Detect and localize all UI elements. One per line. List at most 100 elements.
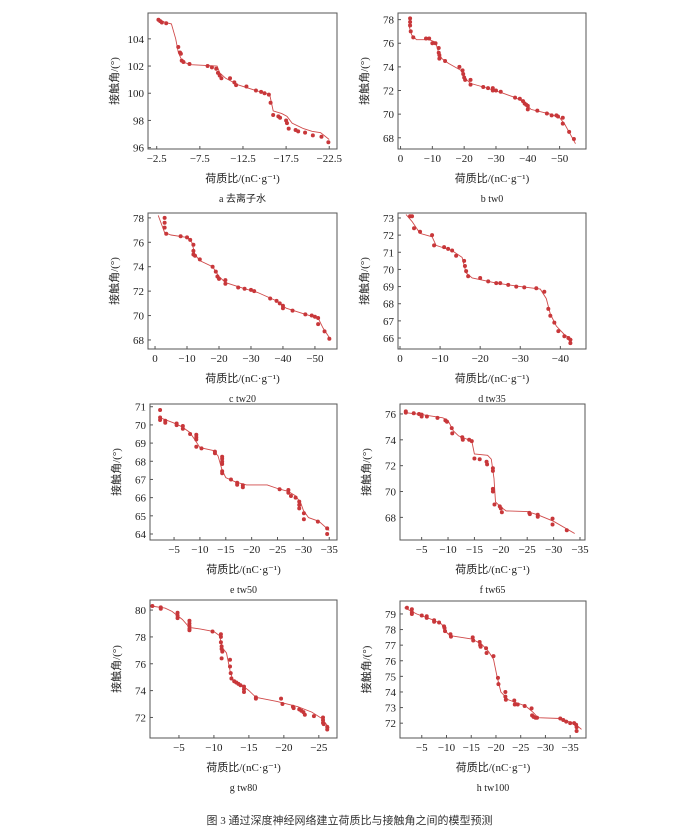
y-tick-label: 102 — [128, 61, 145, 73]
data-point — [457, 64, 462, 69]
data-point — [279, 696, 284, 701]
y-tick-label: 78 — [133, 213, 145, 225]
x-tick-label: −10 — [438, 742, 456, 754]
data-point — [492, 502, 497, 507]
data-point — [312, 314, 317, 319]
chart-panel-e: −5 −10 −15 −20 −25 −30 −35 64 65 66 67 68 69 70 71 荷质比/… — [109, 402, 338, 596]
data-point — [437, 620, 442, 625]
y-tick-label: 72 — [135, 712, 146, 724]
y-tick-label: 74 — [383, 62, 395, 74]
x-tick-label: 0 — [152, 353, 158, 365]
data-point — [544, 111, 549, 116]
y-tick-label: 74 — [133, 262, 145, 274]
data-point — [321, 722, 326, 727]
y-axis-label: 接触角/(°) — [109, 448, 123, 496]
data-point — [220, 649, 225, 654]
data-point — [242, 286, 247, 291]
data-point — [193, 253, 198, 258]
data-point — [548, 313, 553, 318]
data-point — [194, 444, 199, 449]
data-point — [410, 214, 415, 219]
plot-frame — [147, 12, 338, 150]
data-point — [244, 84, 249, 89]
y-tick-label: 76 — [385, 656, 397, 668]
data-point — [478, 644, 483, 649]
data-point — [164, 21, 169, 26]
data-point — [240, 485, 245, 490]
data-point — [241, 689, 246, 694]
x-tick-label: 0 — [398, 153, 404, 165]
x-axis-label: 荷质比/(nC·g⁻¹) — [206, 563, 281, 576]
data-point — [491, 654, 496, 659]
x-tick-label: −10 — [191, 544, 209, 556]
y-tick-label: 77 — [385, 640, 397, 652]
data-point — [228, 657, 233, 662]
chart-panel-c: 0 −10 −20 −30 −40 −50 68 70 72 74 76 78 荷质比/(nC·g⁻¹)… — [107, 212, 338, 405]
y-tick-label: 104 — [128, 34, 145, 46]
data-point — [464, 269, 469, 274]
data-point — [408, 19, 413, 24]
x-tick-label: −30 — [545, 544, 563, 556]
data-point — [466, 274, 471, 279]
x-tick-label: −15 — [463, 742, 481, 754]
data-point — [315, 519, 320, 524]
x-tick-label: −5 — [416, 742, 428, 754]
data-point — [485, 462, 490, 467]
data-point — [503, 694, 508, 699]
y-tick-label: 70 — [135, 420, 147, 432]
data-point — [493, 88, 498, 93]
data-point — [199, 446, 204, 451]
data-point — [484, 646, 489, 651]
data-point — [486, 86, 491, 91]
x-tick-label: −5 — [416, 544, 428, 556]
data-point — [442, 625, 447, 630]
data-point — [162, 225, 167, 230]
data-point — [424, 615, 429, 620]
data-point — [472, 456, 477, 461]
x-tick-label: −5 — [173, 742, 185, 754]
data-point — [408, 29, 413, 34]
data-point — [477, 640, 482, 645]
data-point — [220, 471, 225, 476]
data-point — [490, 489, 495, 494]
data-point — [534, 286, 539, 291]
data-point — [229, 676, 234, 681]
plot-frame — [149, 403, 338, 541]
data-point — [316, 322, 321, 327]
x-tick-label: −5 — [168, 544, 180, 556]
data-point — [481, 84, 486, 89]
data-point — [197, 257, 202, 262]
data-point — [158, 418, 163, 422]
y-tick-label: 78 — [385, 625, 397, 637]
y-tick-label: 70 — [383, 264, 395, 276]
model-prediction-line — [405, 214, 573, 341]
x-tick-label: −25 — [512, 742, 530, 754]
data-point — [409, 607, 414, 612]
data-point — [525, 103, 530, 108]
y-tick-label: 71 — [135, 402, 146, 414]
x-tick-label: −15 — [217, 544, 235, 556]
data-point — [448, 634, 453, 639]
y-tick-label: 70 — [383, 109, 395, 121]
data-point — [253, 88, 258, 93]
x-tick-label: −30 — [537, 742, 555, 754]
data-point — [322, 329, 327, 334]
data-point — [293, 495, 298, 500]
y-axis-label: 接触角/(°) — [359, 448, 373, 496]
data-point — [218, 640, 223, 645]
y-tick-label: 68 — [133, 335, 145, 347]
y-axis-label: 接触角/(°) — [357, 257, 371, 305]
data-point — [325, 526, 330, 531]
data-point — [564, 528, 569, 533]
data-point — [437, 53, 442, 58]
data-point — [498, 89, 503, 94]
data-point — [550, 516, 555, 521]
y-tick-label: 71 — [383, 247, 394, 259]
data-point — [326, 140, 331, 145]
y-tick-label: 68 — [385, 512, 397, 524]
data-point — [561, 718, 566, 723]
chart-panel-f: −5 −10 −15 −20 −25 −30 −35 68 70 72 74 76 荷质比/(nC·g⁻… — [359, 403, 589, 596]
data-point — [470, 635, 475, 640]
data-point — [253, 696, 258, 701]
data-point — [210, 264, 215, 269]
